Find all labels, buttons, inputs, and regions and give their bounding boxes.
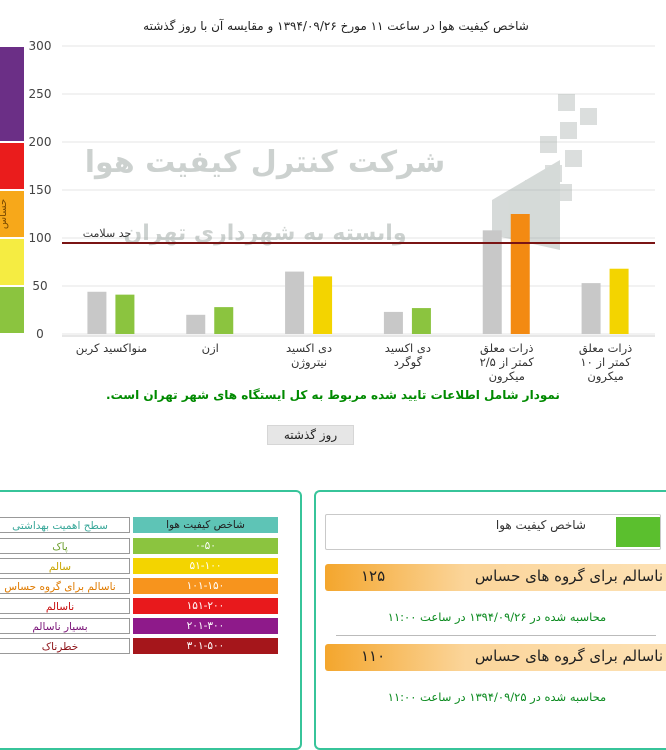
bar-previous-day: [383, 311, 403, 334]
aqi-bar-chart: شاخص کیفیت هوا در ساعت ۱۱ مورخ ۱۳۹۴/۰۹/۲…: [0, 18, 655, 384]
previous-day-button[interactable]: روز گذشته: [267, 425, 354, 445]
legend-category: پاک: [0, 538, 130, 554]
aqi-status-text-yesterday: ناسالم برای گروه های حساس: [474, 647, 663, 665]
aqi-title-box: شاخص کیفیت هوا: [325, 514, 661, 550]
legend-category: خطرناک: [0, 638, 130, 654]
bar-current: [411, 308, 431, 334]
bar-previous-day: [87, 291, 107, 334]
legend-header: سطح اهمیت بهداشتی شاخص کیفیت هوا: [0, 517, 290, 533]
side-scale-band-4: [0, 47, 24, 141]
side-scale-label: حساس: [0, 199, 9, 229]
y-axis-ticks: 0 50 100 150 200 250 300: [29, 39, 52, 341]
y-tick-label: 0: [36, 327, 44, 341]
legend-row: ناسالم ۱۵۱-۲۰۰: [0, 598, 290, 614]
legend-category: ناسالم: [0, 598, 130, 614]
watermark-line-1: شرکت کنترل کیفیت هوا: [85, 145, 446, 180]
legend-range: ۰-۵۰: [133, 538, 278, 554]
chart-note: نمودار شامل اطلاعات تایید شده مربوط به ک…: [106, 388, 560, 402]
side-scale-band-3: [0, 143, 24, 189]
x-tick-label: میکرون: [489, 369, 525, 384]
x-tick-label: میکرون: [587, 369, 623, 384]
chart-title: شاخص کیفیت هوا در ساعت ۱۱ مورخ ۱۳۹۴/۰۹/۲…: [143, 18, 529, 34]
divider: [336, 635, 656, 636]
legend-header-category: سطح اهمیت بهداشتی: [0, 517, 130, 533]
legend-range: ۵۱-۱۰۰: [133, 558, 278, 574]
aqi-title: شاخص کیفیت هوا: [495, 518, 586, 532]
y-tick-label: 150: [29, 183, 52, 197]
x-tick-label: منواکسید کربن: [76, 341, 147, 356]
aqi-value-today: ۱۲۵: [361, 567, 386, 585]
legend-range: ۱۰۱-۱۵۰: [133, 578, 278, 594]
legend-range: ۳۰۱-۵۰۰: [133, 638, 278, 654]
aqi-status-yesterday: ۱۱۰ ناسالم برای گروه های حساس: [325, 644, 666, 671]
watermark-logo: [492, 94, 597, 250]
legend-row: ناسالم برای گروه حساس ۱۰۱-۱۵۰: [0, 578, 290, 594]
aqi-status-today: ۱۲۵ ناسالم برای گروه های حساس: [325, 564, 666, 591]
reference-line-label: حد سلامت: [83, 227, 132, 240]
bar-current: [609, 268, 629, 334]
bar-current: [115, 294, 135, 334]
bar-previous-day: [186, 314, 206, 334]
aqi-value-yesterday: ۱۱۰: [361, 647, 386, 665]
y-tick-label: 50: [32, 279, 47, 293]
legend-category: بسیار ناسالم: [0, 618, 130, 634]
legend-row: سالم ۵۱-۱۰۰: [0, 558, 290, 574]
y-tick-label: 300: [29, 39, 52, 53]
aqi-side-color-scale: حساس: [0, 47, 24, 333]
x-tick-label: دی اکسید: [385, 341, 431, 355]
reference-line: حد سلامت: [62, 227, 655, 244]
bar-current: [510, 214, 530, 334]
calc-time-yesterday: محاسبه شده در ۱۳۹۴/۰۹/۲۵ در ساعت ۱۱:۰۰: [387, 690, 607, 704]
side-scale-band-0: [0, 287, 24, 333]
aqi-status-text-today: ناسالم برای گروه های حساس: [474, 567, 663, 585]
aqi-status-panel: شاخص کیفیت هوا ۱۲۵ ناسالم برای گروه های …: [314, 490, 666, 750]
bar-previous-day: [581, 283, 601, 334]
bar-previous-day: [482, 230, 502, 334]
y-tick-label: 100: [29, 231, 52, 245]
legend-range: ۲۰۱-۳۰۰: [133, 618, 278, 634]
x-tick-label: کمتر از ۲/۵: [480, 355, 535, 370]
x-tick-label: کمتر از ۱۰: [580, 355, 631, 370]
x-tick-label: دی اکسید: [286, 341, 332, 355]
bar-previous-day: [285, 271, 305, 334]
legend-category: سالم: [0, 558, 130, 574]
aqi-legend-panel: سطح اهمیت بهداشتی شاخص کیفیت هوا پاک ۰-۵۰…: [0, 490, 302, 750]
bar-current: [313, 276, 333, 334]
side-scale-band-1: [0, 239, 24, 285]
x-tick-label: ذرات معلق: [579, 341, 632, 356]
x-tick-label: ذرات معلق: [480, 341, 533, 356]
chart-grid: [62, 45, 655, 337]
legend-row: خطرناک ۳۰۱-۵۰۰: [0, 638, 290, 654]
x-tick-label: نیتروژن: [291, 355, 327, 370]
legend-category: ناسالم برای گروه حساس: [0, 578, 130, 594]
x-tick-label: گوگرد: [394, 355, 423, 370]
x-tick-label: ازن: [202, 341, 219, 356]
legend-row: پاک ۰-۵۰: [0, 538, 290, 554]
calc-time-today: محاسبه شده در ۱۳۹۴/۰۹/۲۶ در ساعت ۱۱:۰۰: [387, 610, 607, 624]
y-tick-label: 250: [29, 87, 52, 101]
legend-row: بسیار ناسالم ۲۰۱-۳۰۰: [0, 618, 290, 634]
bar-current: [214, 307, 234, 334]
legend-range: ۱۵۱-۲۰۰: [133, 598, 278, 614]
legend-header-range: شاخص کیفیت هوا: [133, 517, 278, 533]
side-scale-band-2: [0, 191, 24, 237]
aqi-color-swatch: [616, 517, 660, 547]
watermark-line-2: وابسته به شهرداری تهران: [123, 221, 406, 246]
y-tick-label: 200: [29, 135, 52, 149]
